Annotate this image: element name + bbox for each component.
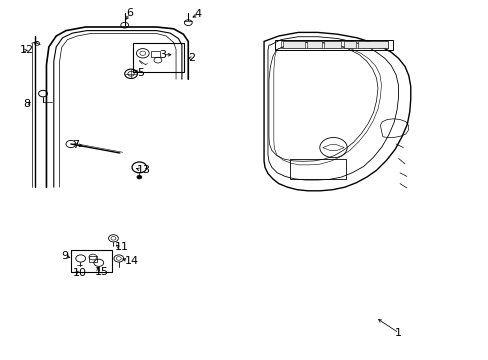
Text: 3: 3 — [159, 50, 166, 60]
Text: 14: 14 — [124, 256, 139, 266]
Bar — [358, 41, 387, 48]
Text: 8: 8 — [23, 99, 31, 109]
Bar — [133, 43, 184, 72]
Text: 12: 12 — [20, 45, 34, 55]
Bar — [281, 41, 387, 48]
Bar — [289, 159, 346, 179]
Circle shape — [137, 175, 142, 179]
Text: 9: 9 — [61, 251, 69, 261]
Bar — [71, 250, 112, 272]
Text: 7: 7 — [72, 140, 80, 150]
Bar — [151, 51, 160, 57]
Text: 1: 1 — [394, 328, 401, 338]
Bar — [343, 41, 355, 48]
Text: 13: 13 — [137, 165, 151, 175]
Text: 11: 11 — [115, 242, 129, 252]
Text: 4: 4 — [194, 9, 202, 19]
Bar — [306, 41, 321, 48]
Text: 2: 2 — [188, 53, 195, 63]
Text: 6: 6 — [126, 8, 133, 18]
Text: 10: 10 — [72, 268, 86, 278]
Text: 15: 15 — [94, 267, 108, 277]
Text: 5: 5 — [137, 68, 143, 78]
Bar — [324, 41, 341, 48]
Bar — [89, 256, 97, 262]
Bar — [275, 40, 392, 50]
Bar — [282, 41, 304, 48]
